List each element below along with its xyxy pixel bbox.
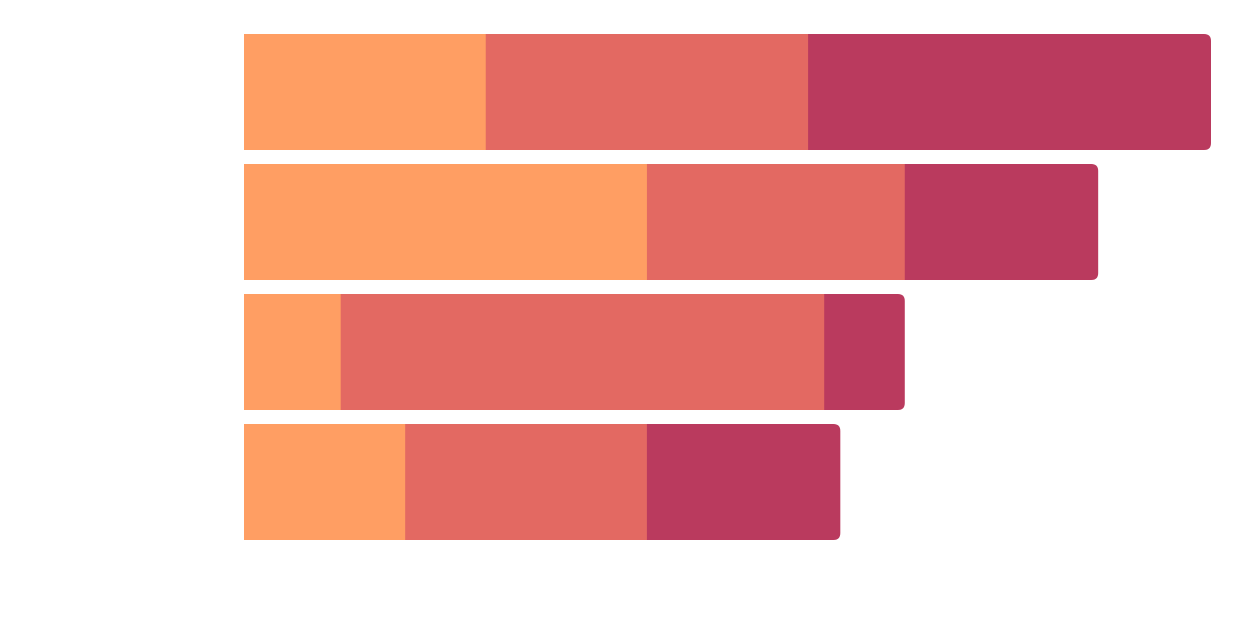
bar-segment-row2-series2 xyxy=(646,164,906,280)
bar-segment-row4-series3 xyxy=(646,424,841,540)
bar-segment-row4-series2 xyxy=(405,424,648,540)
bar-row-3 xyxy=(244,294,905,410)
bar-row-1 xyxy=(244,34,1211,150)
bar-row-2 xyxy=(244,164,1099,280)
bar-segment-row2-series3 xyxy=(904,164,1099,280)
bar-segment-row3-series1 xyxy=(244,294,342,410)
bar-segment-row4-series1 xyxy=(244,424,406,540)
bar-segment-row1-series1 xyxy=(244,34,487,150)
bars-layer xyxy=(244,34,1211,540)
bar-segment-row2-series1 xyxy=(244,164,648,280)
bar-segment-row3-series3 xyxy=(824,294,905,410)
bar-segment-row1-series2 xyxy=(485,34,809,150)
bar-segment-row1-series3 xyxy=(808,34,1211,150)
bar-row-4 xyxy=(244,424,841,540)
bar-segment-row3-series2 xyxy=(340,294,825,410)
